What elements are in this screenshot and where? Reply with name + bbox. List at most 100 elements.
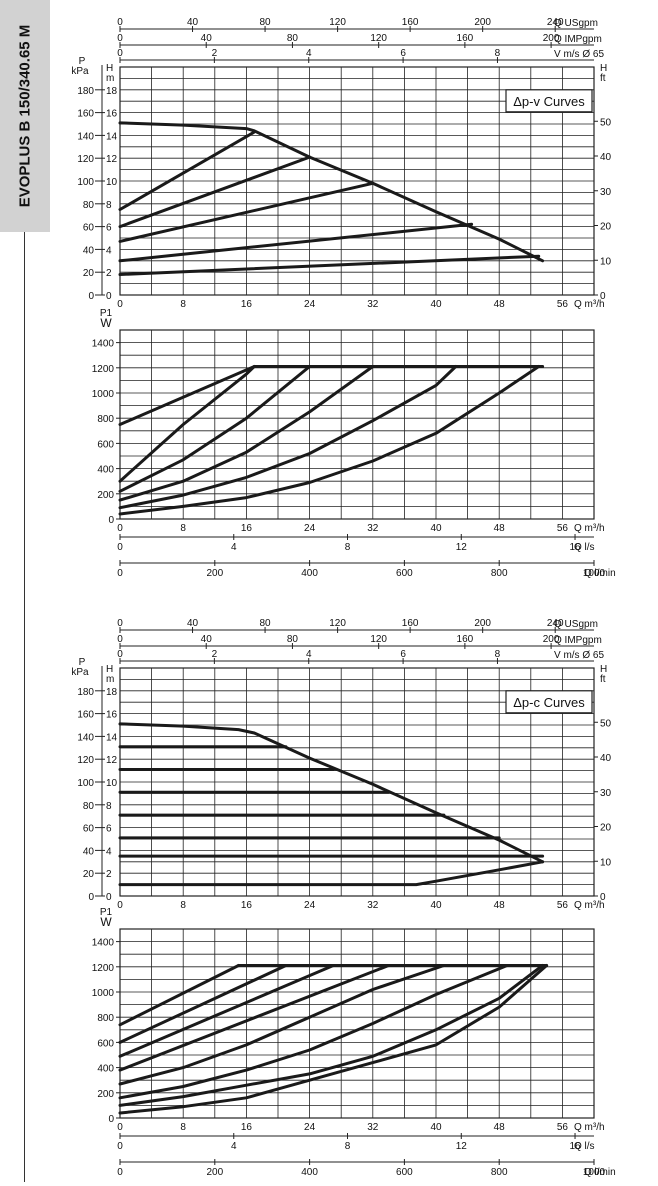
dpv-head-chart-series-4 xyxy=(118,222,474,263)
dpv-head-chart-kpa-tick-label: 120 xyxy=(77,154,94,165)
dpc-head-chart-q-tick-label: 0 xyxy=(117,900,123,911)
dpv-head-chart-impgpm-label: Q IMPgpm xyxy=(554,34,602,45)
dpc-head-chart-velocity-label: V m/s Ø 65 xyxy=(554,650,604,661)
dpc-head-chart-q-tick-label: 16 xyxy=(241,900,253,911)
dpv-head-chart-h-tick-label: 18 xyxy=(106,86,118,97)
dpc-head-chart-kpa-tick-label: 60 xyxy=(83,824,95,835)
dpc-head-chart-velocity-tick-label: 4 xyxy=(306,649,312,660)
dpc-head-chart-q-tick-label: 8 xyxy=(180,900,186,911)
dpc-head-chart-velocity-tick-label: 6 xyxy=(400,649,406,660)
dpc-head-chart-usgpm-tick-label: 160 xyxy=(402,618,419,629)
dpc-head-chart-h-tick-label: 2 xyxy=(106,869,112,880)
dpv-head-chart-ft-label-letter: H xyxy=(600,63,607,74)
dpc-head-chart-q-tick-label: 24 xyxy=(304,900,316,911)
dpc-head-chart-h-tick-label: 14 xyxy=(106,732,118,743)
dpc-power-chart-ls-tick-label: 0 xyxy=(117,1141,123,1152)
dpc-head-chart-usgpm-label: Q USgpm xyxy=(554,619,598,630)
dpv-power-chart-ls-label: Q l/s xyxy=(574,542,595,553)
dpv-head-chart-usgpm-tick-label: 0 xyxy=(117,17,123,28)
dpv-head-chart-h-tick-label: 10 xyxy=(106,177,118,188)
dpv-head-chart-usgpm-tick-label: 200 xyxy=(474,17,491,28)
dpc-head-chart-q-tick-label: 56 xyxy=(557,900,569,911)
dpv-head-chart-impgpm-tick-label: 160 xyxy=(457,33,474,44)
dpc-power-chart-series-1 xyxy=(118,964,240,1027)
dpv-head-chart-ft-tick-label: 20 xyxy=(600,222,612,233)
dpc-head-chart-h-tick-label: 18 xyxy=(106,687,118,698)
dpv-head-chart-h-label-letter: H xyxy=(106,63,113,74)
dpc-power-chart-ls-tick-label: 4 xyxy=(231,1141,237,1152)
dpv-head-chart-h-tick-label: 12 xyxy=(106,154,118,165)
dpc-head-chart-kpa-tick-label: 40 xyxy=(83,846,95,857)
dpv-head-chart-usgpm-tick-label: 80 xyxy=(260,17,272,28)
dpc-power-chart-p1-label-unit: W xyxy=(100,915,112,929)
dpc-power-chart-q-label: Q m³/h xyxy=(574,1122,605,1133)
dpc-head-chart-kpa-tick-label: 120 xyxy=(77,755,94,766)
dpc-head-chart-h-label-unit: m xyxy=(106,674,114,685)
dpv-head-chart-series-3 xyxy=(118,181,375,243)
dpv-head-chart-series-2 xyxy=(118,155,312,229)
dpv-power-chart-q-tick-label: 16 xyxy=(241,523,253,534)
dpv-head-chart-series-1 xyxy=(118,130,256,211)
dpv-head-chart-title-box xyxy=(505,89,593,113)
dpv-head-chart-title: Δp-v Curves xyxy=(513,94,585,109)
dpv-head-chart-velocity-tick-label: 6 xyxy=(400,48,406,59)
dpc-power-chart-q-tick-label: 0 xyxy=(117,1122,123,1133)
dpv-head-chart-h-label-unit: m xyxy=(106,73,114,84)
dpv-power-chart-p1-tick-label: 800 xyxy=(97,414,114,425)
dpc-power-chart-lmin-tick-label: 600 xyxy=(396,1167,413,1178)
dpv-power-chart-series-1 xyxy=(118,365,256,426)
dpc-head-chart-velocity-tick-label: 8 xyxy=(495,649,501,660)
dpv-head-chart-h-tick-label: 6 xyxy=(106,223,112,234)
dpv-head-chart-kpa-tick-label: 180 xyxy=(77,86,94,97)
dpv-head-chart-q-tick-label: 32 xyxy=(367,299,379,310)
dpv-power-chart-q-tick-label: 40 xyxy=(430,523,442,534)
dpv-head-chart-q-tick-label: 0 xyxy=(117,299,123,310)
dpv-head-chart-kpa-tick-label: 100 xyxy=(77,177,94,188)
dpv-head-chart-ft-tick-label: 10 xyxy=(600,256,612,267)
dpc-head-chart-h-tick-label: 8 xyxy=(106,801,112,812)
dpc-power-chart-p1-label-letter: P1 xyxy=(100,907,113,918)
dpv-power-chart-lmin-tick-label: 1000 xyxy=(583,568,606,579)
dpc-head-chart-h-tick-label: 6 xyxy=(106,824,112,835)
dpv-power-chart-q-tick-label: 32 xyxy=(367,523,379,534)
dpc-head-chart-ft-label-letter: H xyxy=(600,664,607,675)
dpc-head-chart-usgpm-tick-label: 120 xyxy=(329,618,346,629)
dpv-head-chart-h-tick-label: 8 xyxy=(106,200,112,211)
dpc-power-chart-q-tick-label: 24 xyxy=(304,1122,316,1133)
dpv-head-chart-series-5 xyxy=(118,254,541,276)
dpc-head-chart-usgpm-tick-label: 80 xyxy=(260,618,272,629)
dpv-head-chart-impgpm-tick-label: 40 xyxy=(201,33,213,44)
side-divider-line xyxy=(24,232,25,1182)
dpc-power-chart-series-5 xyxy=(118,964,446,1086)
dpc-head-chart-impgpm-tick-label: 40 xyxy=(201,634,213,645)
dpc-head-chart-ft-label-unit: ft xyxy=(600,674,606,685)
dpc-power-chart-p1-tick-label: 0 xyxy=(108,1114,114,1125)
dpv-power-chart-series-6 xyxy=(118,365,541,516)
dpc-power-chart-p1-tick-label: 800 xyxy=(97,1013,114,1024)
dpc-head-chart-impgpm-tick-label: 0 xyxy=(117,634,123,645)
dpv-head-chart-impgpm-tick-label: 120 xyxy=(370,33,387,44)
dpv-head-chart-ft-tick-label: 30 xyxy=(600,187,612,198)
dpc-head-chart-series-7 xyxy=(118,860,545,887)
dpv-head-chart-h-tick-label: 14 xyxy=(106,131,118,142)
dpc-head-chart-impgpm-label: Q IMPgpm xyxy=(554,635,602,646)
dpv-power-chart-series-3 xyxy=(118,365,312,493)
dpv-head-chart-velocity-tick-label: 2 xyxy=(212,48,218,59)
dpv-power-chart-lmin-label: Q l/min xyxy=(584,568,616,579)
dpv-power-chart-lmin-tick-label: 200 xyxy=(206,568,223,579)
dpc-head-chart-h-tick-label: 12 xyxy=(106,755,118,766)
dpv-power-chart-q-tick-label: 48 xyxy=(494,523,506,534)
dpv-power-chart-lmin-tick-label: 0 xyxy=(117,568,123,579)
dpc-power-chart-q-tick-label: 56 xyxy=(557,1122,569,1133)
dpc-head-chart-impgpm-tick-label: 80 xyxy=(287,634,299,645)
dpc-head-chart-kpa-label-unit: kPa xyxy=(71,667,89,678)
dpc-head-chart-q-label: Q m³/h xyxy=(574,900,605,911)
dpc-power-chart-lmin-tick-label: 400 xyxy=(301,1167,318,1178)
dpc-power-chart-q-tick-label: 16 xyxy=(241,1122,253,1133)
dpv-head-chart-ft-tick-label: 40 xyxy=(600,152,612,163)
dpc-power-chart-series-6 xyxy=(118,964,509,1100)
dpv-power-chart-q-tick-label: 24 xyxy=(304,523,316,534)
dpv-head-chart-kpa-tick-label: 140 xyxy=(77,131,94,142)
dpv-power-chart-ls-tick-label: 16 xyxy=(569,542,581,553)
